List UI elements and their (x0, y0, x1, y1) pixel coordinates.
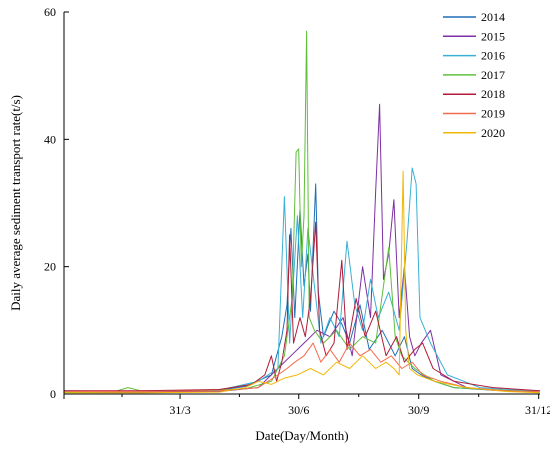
y-axis-label: Daily average sediment transport rate(t/… (8, 95, 23, 311)
series-line-2015 (64, 103, 541, 393)
series-line-2016 (63, 167, 541, 392)
y-tick-label: 0 (50, 387, 56, 401)
legend-label-2019: 2019 (481, 107, 505, 121)
x-axis-label: Date(Day/Month) (255, 428, 348, 443)
legend-label-2014: 2014 (481, 10, 505, 24)
y-tick-label: 60 (44, 5, 56, 19)
x-tick-label: 31/3 (169, 403, 190, 417)
legend-label-2018: 2018 (481, 87, 505, 101)
legend-label-2016: 2016 (481, 49, 505, 63)
legend-label-2020: 2020 (481, 126, 505, 140)
x-tick-label: 30/6 (288, 403, 309, 417)
series-line-2019 (64, 342, 541, 392)
series-lines (63, 30, 541, 394)
legend-label-2017: 2017 (481, 68, 505, 82)
legend-label-2015: 2015 (481, 29, 505, 43)
series-line-2018 (64, 221, 541, 392)
y-tick-label: 40 (44, 132, 56, 146)
series-line-2020 (64, 170, 541, 394)
x-tick-label: 31/12 (525, 403, 550, 417)
y-ticks: 0 20 40 60 (44, 5, 69, 401)
legend: 2014 2015 2016 2017 2018 2019 2020 (443, 10, 505, 140)
x-tick-label: 30/9 (408, 403, 429, 417)
series-line-2014 (63, 183, 541, 393)
y-tick-label: 20 (44, 260, 56, 274)
x-ticks: 31/3 30/6 30/9 31/12 (63, 394, 550, 417)
series-line-2017 (63, 30, 541, 393)
